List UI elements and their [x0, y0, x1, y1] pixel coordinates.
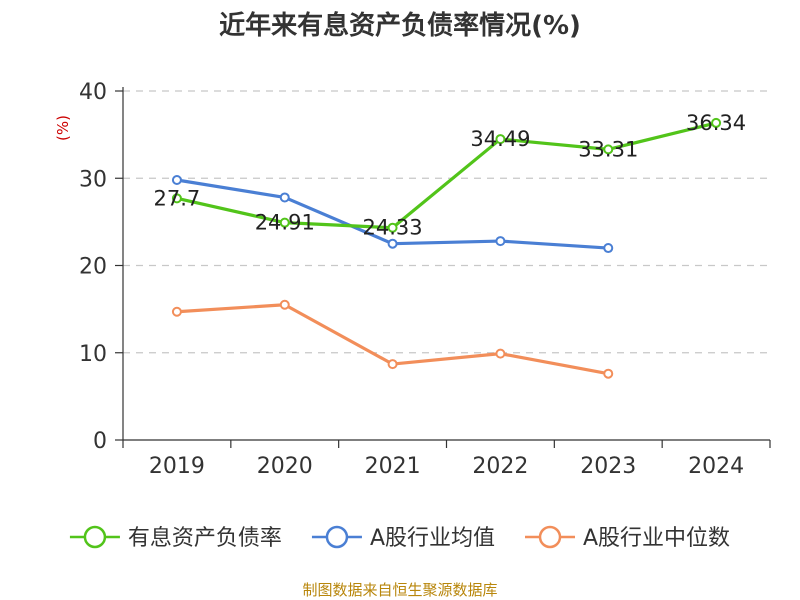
chart-title: 近年来有息资产负债率情况(%)	[219, 10, 581, 41]
grid-lines	[123, 90, 770, 354]
legend-label: A股行业中位数	[583, 526, 730, 551]
data-point	[495, 134, 506, 145]
axes: 0 10 20 30 40 2019 2020 2021 2022 2023 2024	[79, 80, 771, 479]
data-labels: 27.7 24.91 24.33 34.49 33.31 36.34	[154, 111, 747, 240]
x-tick-label: 2023	[580, 454, 636, 479]
y-tick-label: 30	[79, 167, 107, 192]
legend-item: A股行业均值	[311, 525, 495, 551]
x-tick-label: 2022	[472, 454, 528, 479]
source-note: 制图数据来自恒生聚源数据库	[302, 581, 497, 599]
legend-item: 有息资产负债率	[69, 525, 282, 551]
data-point	[387, 359, 398, 370]
legend-item: A股行业中位数	[525, 525, 730, 551]
data-label: 24.91	[255, 211, 315, 235]
data-point	[603, 243, 614, 254]
legend-label: A股行业均值	[370, 526, 495, 551]
data-label: 34.49	[470, 127, 530, 151]
series-lines	[171, 117, 722, 379]
legend-marker	[325, 525, 349, 549]
data-label: 27.7	[154, 186, 201, 210]
legend-label: 有息资产负债率	[128, 526, 282, 551]
series-line	[175, 121, 718, 230]
data-point	[495, 236, 506, 247]
data-point	[603, 144, 614, 155]
y-tick-label: 10	[79, 342, 107, 367]
legend: 有息资产负债率 A股行业均值 A股行业中位数	[69, 525, 730, 551]
data-point	[387, 222, 398, 233]
data-label: 24.33	[363, 216, 423, 240]
x-tick-label: 2024	[688, 454, 744, 479]
y-axis-unit-label: (%)	[54, 115, 72, 141]
x-tick-label: 2021	[365, 454, 421, 479]
x-tick-label: 2019	[149, 454, 205, 479]
data-point	[279, 299, 290, 310]
data-point	[711, 117, 722, 128]
data-point	[171, 193, 182, 204]
legend-marker	[538, 525, 562, 549]
data-point	[603, 368, 614, 379]
y-tick-label: 40	[79, 80, 107, 105]
data-label: 36.34	[686, 111, 746, 135]
data-point	[387, 238, 398, 249]
data-point	[171, 306, 182, 317]
y-tick-label: 20	[79, 255, 107, 280]
data-point	[171, 174, 182, 185]
data-point	[495, 348, 506, 359]
data-point	[279, 217, 290, 228]
y-tick-label: 0	[93, 429, 107, 454]
x-tick-label: 2020	[257, 454, 313, 479]
legend-marker	[83, 525, 107, 549]
data-label: 33.31	[578, 137, 638, 161]
data-point	[279, 192, 290, 203]
